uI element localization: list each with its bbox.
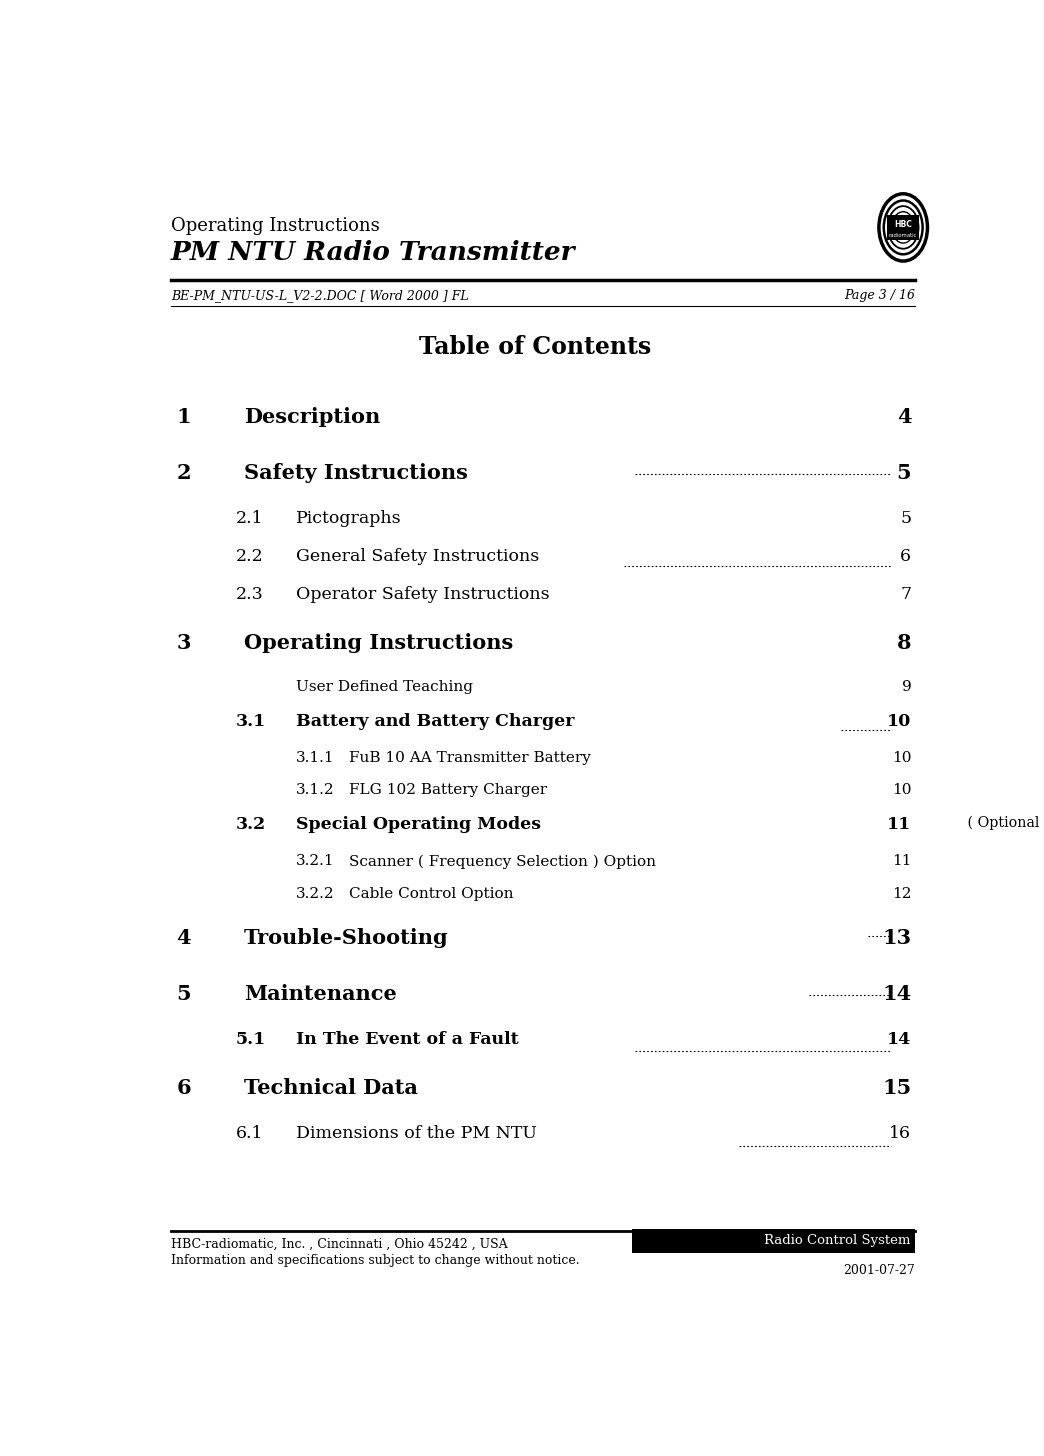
Text: FuB 10 AA Transmitter Battery: FuB 10 AA Transmitter Battery — [349, 751, 591, 764]
Text: Information and specifications subject to change without notice.: Information and specifications subject t… — [171, 1255, 579, 1267]
Text: PM NTU Radio Transmitter: PM NTU Radio Transmitter — [171, 240, 575, 265]
Text: 14: 14 — [887, 1031, 911, 1048]
Text: Maintenance: Maintenance — [243, 984, 397, 1005]
Text: 3.2: 3.2 — [236, 815, 266, 833]
Text: Trouble-Shooting: Trouble-Shooting — [243, 927, 449, 948]
Text: 12: 12 — [892, 887, 911, 901]
Text: Scanner ( Frequency Selection ) Option: Scanner ( Frequency Selection ) Option — [349, 855, 656, 869]
Text: 4: 4 — [897, 406, 911, 427]
Text: BE-PM_NTU-US-L_V2-2.DOC [ Word 2000 ] FL: BE-PM_NTU-US-L_V2-2.DOC [ Word 2000 ] FL — [171, 290, 469, 301]
Text: 6: 6 — [176, 1079, 191, 1098]
Text: Description: Description — [243, 406, 380, 427]
Text: 3.1.1: 3.1.1 — [296, 751, 335, 764]
Text: 2.1: 2.1 — [236, 510, 263, 527]
Text: 14: 14 — [882, 984, 911, 1005]
Text: 10: 10 — [887, 713, 911, 729]
Text: 16: 16 — [889, 1125, 911, 1143]
Text: Operating Instructions: Operating Instructions — [243, 633, 513, 654]
Text: 2.2: 2.2 — [236, 547, 263, 565]
Text: FLG 102 Battery Charger: FLG 102 Battery Charger — [349, 783, 547, 798]
Text: 6: 6 — [900, 547, 911, 565]
Text: 5: 5 — [897, 463, 911, 483]
Text: 5: 5 — [176, 984, 191, 1005]
Text: 2.3: 2.3 — [236, 587, 263, 603]
Text: User Defined Teaching: User Defined Teaching — [296, 680, 473, 695]
Bar — [633, 1229, 916, 1254]
Text: 3.1.2: 3.1.2 — [296, 783, 335, 798]
Bar — [887, 215, 920, 240]
Text: Operator Safety Instructions: Operator Safety Instructions — [296, 587, 550, 603]
Text: 11: 11 — [892, 855, 911, 868]
Text: ( Optional ): ( Optional ) — [964, 815, 1044, 830]
Text: General Safety Instructions: General Safety Instructions — [296, 547, 540, 565]
Text: Dimensions of the PM NTU: Dimensions of the PM NTU — [296, 1125, 538, 1143]
Text: 2001-07-27: 2001-07-27 — [844, 1264, 916, 1277]
Text: 3: 3 — [176, 633, 191, 654]
Text: 5: 5 — [900, 510, 911, 527]
Text: 3.2.1: 3.2.1 — [296, 855, 335, 868]
Text: 2: 2 — [176, 463, 191, 483]
Text: Pictographs: Pictographs — [296, 510, 402, 527]
Text: Technical Data: Technical Data — [243, 1079, 418, 1098]
Text: In The Event of a Fault: In The Event of a Fault — [296, 1031, 519, 1048]
Text: 1: 1 — [176, 406, 191, 427]
Text: Operating Instructions: Operating Instructions — [171, 217, 380, 236]
Text: Safety Instructions: Safety Instructions — [243, 463, 468, 483]
Text: HBC-radiomatic, Inc. , Cincinnati , Ohio 45242 , USA: HBC-radiomatic, Inc. , Cincinnati , Ohio… — [171, 1238, 507, 1251]
Text: Table of Contents: Table of Contents — [419, 335, 651, 360]
Text: 13: 13 — [882, 927, 911, 948]
Text: 10: 10 — [892, 751, 911, 764]
Text: 4: 4 — [176, 927, 191, 948]
Text: 3.2.2: 3.2.2 — [296, 887, 335, 901]
Text: radiomatic: radiomatic — [888, 233, 918, 237]
Text: 8: 8 — [897, 633, 911, 654]
Text: 10: 10 — [892, 783, 911, 798]
Text: Page 3 / 16: Page 3 / 16 — [845, 290, 916, 301]
Text: Radio Control System: Radio Control System — [764, 1235, 910, 1248]
Text: Special Operating Modes: Special Operating Modes — [296, 815, 542, 833]
Text: Battery and Battery Charger: Battery and Battery Charger — [296, 713, 575, 729]
Text: HBC: HBC — [895, 220, 912, 229]
Text: 11: 11 — [887, 815, 911, 833]
Text: 9: 9 — [902, 680, 911, 695]
Text: 3.1: 3.1 — [236, 713, 266, 729]
Text: 5.1: 5.1 — [236, 1031, 266, 1048]
Text: 15: 15 — [882, 1079, 911, 1098]
Text: 7: 7 — [900, 587, 911, 603]
Text: 6.1: 6.1 — [236, 1125, 263, 1143]
Text: Cable Control Option: Cable Control Option — [349, 887, 514, 901]
